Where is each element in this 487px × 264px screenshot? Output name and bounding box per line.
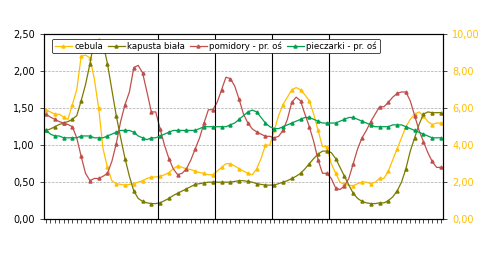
Legend: cebula, kapusta biała, pomidory - pr. oś, pieczarki - pr. oś: cebula, kapusta biała, pomidory - pr. oś… [52,39,379,53]
